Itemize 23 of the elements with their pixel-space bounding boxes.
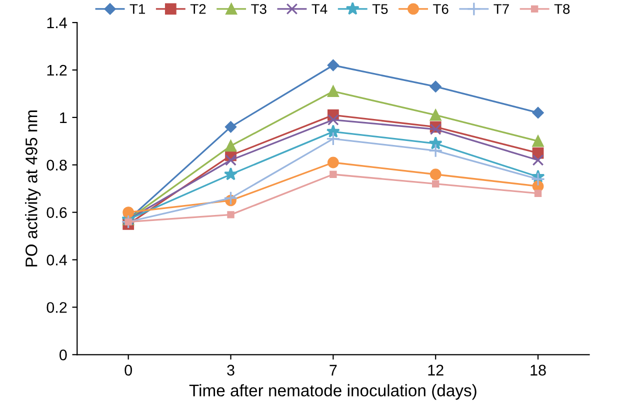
legend-label: T7	[494, 4, 509, 14]
legend-label: T5	[372, 4, 388, 14]
x-tick-label: 12	[428, 364, 444, 376]
x-tick-label: 0	[124, 364, 132, 376]
x-tick-label: 18	[530, 364, 546, 376]
x-tick-label: 7	[330, 364, 337, 376]
y-tick-label: 0	[60, 350, 67, 360]
y-tick-label: 0.8	[46, 160, 67, 171]
legend-label: T8	[554, 4, 570, 14]
x-tick-label: 3	[227, 364, 234, 376]
x-axis-title: Time after nematode inoculation (days)	[189, 384, 476, 400]
y-tick-label: 1.2	[47, 64, 67, 76]
y-tick-label: 1.4	[47, 18, 67, 28]
y-tick-label: 0.6	[46, 207, 67, 218]
legend-label: T3	[251, 4, 266, 14]
y-tick-label: 0.2	[46, 302, 67, 313]
legend-label: T2	[190, 4, 206, 14]
y-tick-label: 0.4	[46, 254, 67, 266]
y-tick-label: 1	[60, 112, 67, 123]
y-axis-title: PO activity at 495 nm	[25, 110, 41, 266]
legend-label: T4	[312, 4, 328, 14]
legend-label: T1	[130, 4, 145, 14]
legend-label: T6	[433, 4, 448, 14]
